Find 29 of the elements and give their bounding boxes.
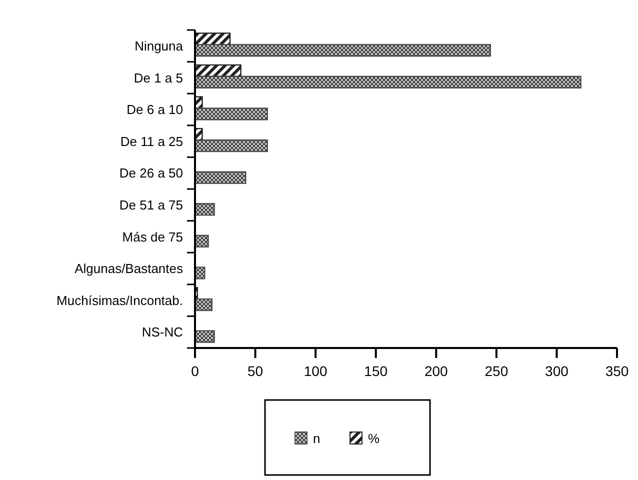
bar xyxy=(194,44,491,57)
x-tick-label: 0 xyxy=(191,363,200,379)
legend-label: % xyxy=(368,431,380,446)
y-tick-label: De 6 a 10 xyxy=(126,102,183,118)
y-tick-label: Más de 75 xyxy=(122,229,183,244)
bar xyxy=(194,76,582,88)
y-tick-label: Muchísimas/Incontab. xyxy=(56,292,183,308)
y-tick-label: De 26 a 50 xyxy=(119,166,183,181)
y-tick-label: Ninguna xyxy=(134,38,184,54)
x-tick-label: 150 xyxy=(364,363,388,379)
y-tick-label: NS-NC xyxy=(142,324,183,340)
x-tick-label: 300 xyxy=(545,363,569,379)
y-tick-label: De 51 a 75 xyxy=(119,197,183,212)
x-tick-label: 50 xyxy=(247,363,264,379)
y-tick-label: De 11 a 25 xyxy=(120,134,183,149)
x-tick-label: 100 xyxy=(304,363,328,379)
bar xyxy=(194,139,268,152)
y-tick-label: De 1 a 5 xyxy=(134,70,183,86)
x-tick-label: 250 xyxy=(484,363,508,379)
x-tick-label: 350 xyxy=(605,363,629,379)
bar xyxy=(194,203,215,216)
bar xyxy=(194,171,246,184)
bar xyxy=(194,298,212,312)
bar xyxy=(194,108,268,120)
bar xyxy=(194,330,215,343)
y-tick-label: Algunas/Bastantes xyxy=(74,261,184,276)
x-tick-label: 200 xyxy=(424,363,448,379)
bar xyxy=(194,234,209,248)
legend-label: n xyxy=(313,431,320,446)
